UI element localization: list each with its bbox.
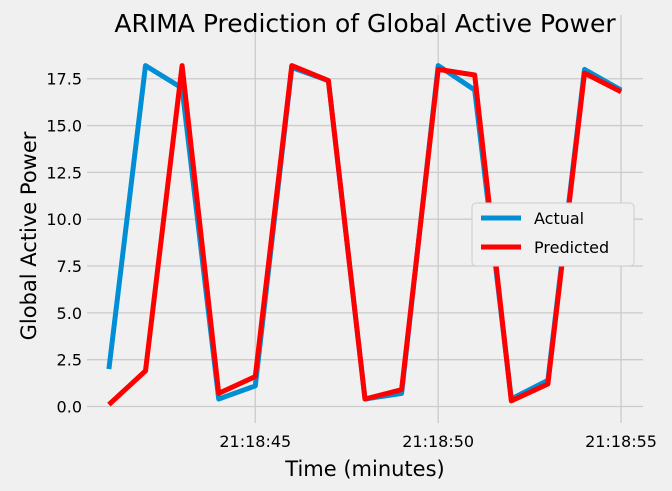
x-tick-label: 21:18:55	[585, 432, 657, 451]
y-axis-label: Global Active Power	[17, 131, 41, 340]
series-line-predicted	[107, 63, 623, 407]
y-tick-label: 12.5	[46, 163, 82, 182]
chart-title: ARIMA Prediction of Global Active Power	[114, 9, 616, 38]
x-axis-label: Time (minutes)	[284, 457, 444, 481]
x-tick-label: 21:18:50	[402, 432, 474, 451]
y-tick-label: 7.5	[57, 257, 82, 276]
y-tick-label: 17.5	[46, 70, 82, 89]
legend-label-predicted: Predicted	[534, 238, 609, 257]
legend-label-actual: Actual	[534, 209, 584, 228]
series-lines	[106, 63, 623, 407]
y-tick-label: 0.0	[57, 398, 82, 417]
y-tick-label: 5.0	[57, 304, 82, 323]
y-tick-label: 2.5	[57, 351, 82, 370]
y-tick-label: 10.0	[46, 210, 82, 229]
legend: Actual Predicted	[471, 202, 635, 267]
x-tick-label: 21:18:45	[219, 432, 291, 451]
tick-labels: 0.0 2.5 5.0 7.5 10.0 12.5 15.0 17.5 21:18:45 21:1…	[46, 70, 657, 451]
y-tick-label: 15.0	[46, 117, 82, 136]
